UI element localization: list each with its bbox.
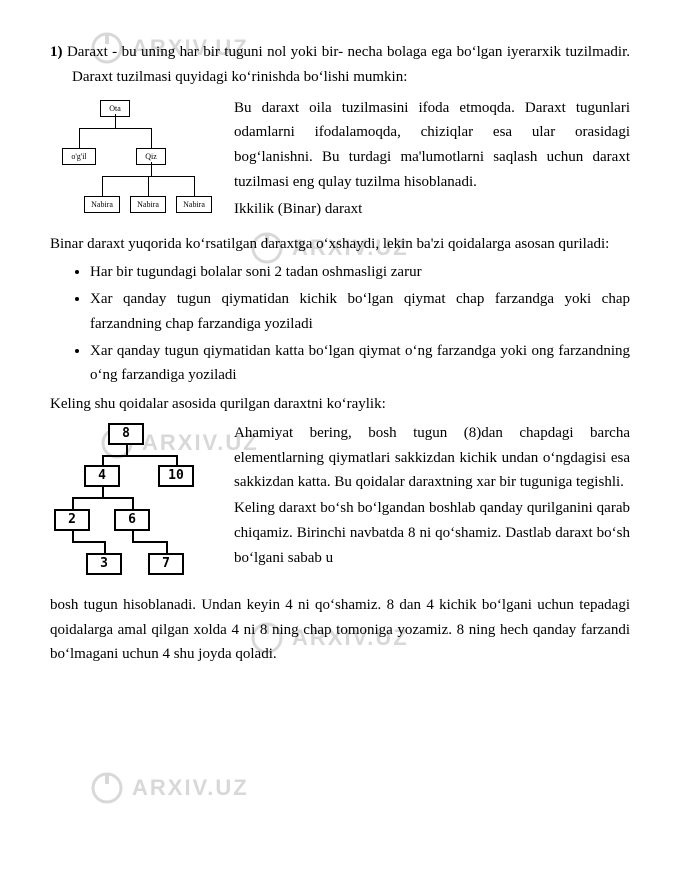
bst-edge (102, 455, 176, 457)
tree-edge (79, 128, 80, 148)
bst-edge (126, 445, 128, 455)
tree-node-gc2: Nabira (130, 196, 166, 213)
bst-node-7: 7 (148, 553, 184, 575)
bst-node-8: 8 (108, 423, 144, 445)
side-para-3: Ahamiyat bering, bosh tugun (8)dan chapd… (234, 421, 630, 495)
section2-outro: Keling shu qoidalar asosida qurilgan dar… (50, 392, 630, 417)
bst-edge (72, 497, 134, 499)
tree-edge (148, 176, 149, 196)
watermark-text: ARXIV.UZ (132, 770, 249, 806)
bst-edge (102, 455, 104, 465)
bst-edge (132, 497, 134, 509)
bullet-list: Har bir tugundagi bolalar soni 2 tadan o… (50, 260, 630, 388)
bst-edge (132, 531, 134, 541)
page-content: 1) Daraxt - bu uning har bir tuguni nol … (50, 40, 630, 667)
family-tree-figure: Ota o'g'il Qiz Nabira Nabira Nabira (50, 96, 220, 226)
binary-tree-figure: 8 4 10 2 6 3 7 (50, 421, 220, 591)
binary-tree: 8 4 10 2 6 3 7 (50, 421, 220, 591)
section1-para1: 1) Daraxt - bu uning har bir tuguni nol … (50, 40, 630, 90)
bst-node-10: 10 (158, 465, 194, 487)
tree-edge (151, 162, 152, 176)
bst-edge (72, 531, 74, 541)
bst-node-4: 4 (84, 465, 120, 487)
figure-text-block-1: Ota o'g'il Qiz Nabira Nabira Nabira Bu (50, 96, 630, 226)
tree-edge (115, 114, 116, 128)
bullet-item: Har bir tugundagi bolalar soni 2 tadan o… (90, 260, 630, 285)
side-para-2: Ikkilik (Binar) daraxt (234, 197, 630, 222)
bst-node-3: 3 (86, 553, 122, 575)
watermark-logo-icon (90, 771, 124, 805)
figure1-side-text: Bu daraxt oila tuzilmasini ifoda etmoqda… (234, 96, 630, 224)
tree-node-gc3: Nabira (176, 196, 212, 213)
bst-node-6: 6 (114, 509, 150, 531)
watermark: ARXIV.UZ (90, 770, 249, 806)
bst-edge (104, 541, 106, 553)
tree-edge (102, 176, 103, 196)
list-number: 1) (50, 44, 63, 60)
side-para-4: Keling daraxt bo‘sh bo‘lgandan boshlab q… (234, 496, 630, 570)
bst-edge (132, 541, 168, 543)
tree-edge (79, 128, 151, 129)
bst-node-2: 2 (54, 509, 90, 531)
tree-edge (194, 176, 195, 196)
figure-text-block-2: 8 4 10 2 6 3 7 (50, 421, 630, 591)
tree-edge (151, 128, 152, 148)
bullet-item: Xar qanday tugun qiymatidan kichik bo‘lg… (90, 287, 630, 337)
section2-intro: Binar daraxt yuqorida ko‘rsatilgan darax… (50, 232, 630, 257)
bst-edge (176, 455, 178, 465)
bullet-item: Xar qanday tugun qiymatidan katta bo‘lga… (90, 339, 630, 389)
side-para-1: Bu daraxt oila tuzilmasini ifoda etmoqda… (234, 96, 630, 195)
figure2-side-text: Ahamiyat bering, bosh tugun (8)dan chapd… (234, 421, 630, 572)
family-tree: Ota o'g'il Qiz Nabira Nabira Nabira (50, 96, 220, 226)
bst-edge (72, 541, 104, 543)
tree-node-gc1: Nabira (84, 196, 120, 213)
tree-node-son: o'g'il (62, 148, 96, 165)
bst-edge (72, 497, 74, 509)
para-text: Daraxt - bu uning har bir tuguni nol yok… (67, 44, 630, 85)
bst-edge (166, 541, 168, 553)
bst-edge (102, 487, 104, 497)
section3-continuation: bosh tugun hisoblanadi. Undan keyin 4 ni… (50, 593, 630, 667)
